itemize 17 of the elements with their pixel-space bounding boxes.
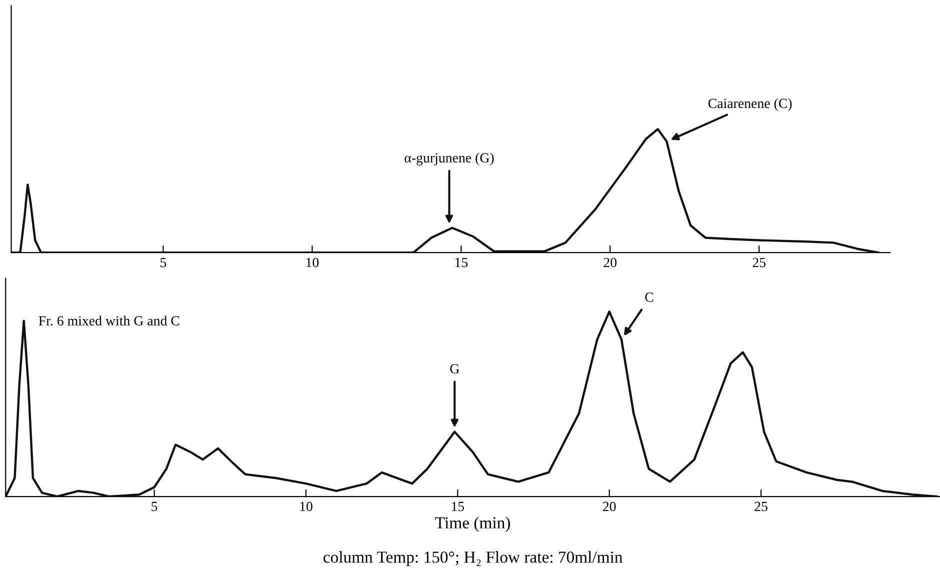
x-tick-label: 20 — [603, 502, 616, 512]
x-tick-label: 10 — [300, 502, 312, 512]
annotation: Fr. 6 mixed with G and C — [38, 316, 180, 326]
x-tick-label: 5 — [160, 258, 166, 268]
x-tick-label: 25 — [752, 258, 766, 268]
x-tick-label: 10 — [306, 258, 319, 268]
x-tick-label: 15 — [455, 258, 468, 268]
x-tick-label: 25 — [754, 502, 768, 512]
x-axis-title: Time (min) — [435, 516, 510, 532]
x-tick-label: 5 — [152, 502, 158, 512]
annotation: G — [450, 364, 460, 374]
x-tick-label: 15 — [452, 502, 464, 512]
annotation: C — [645, 292, 654, 302]
text: column Temp: 150°; H₂ Flow rate: 70ml/min — [324, 551, 623, 566]
x-tick-label: 20 — [604, 258, 617, 268]
annotation: Caiarenene (C) — [708, 98, 792, 111]
annotation: α-gurjunene (G) — [404, 152, 494, 166]
